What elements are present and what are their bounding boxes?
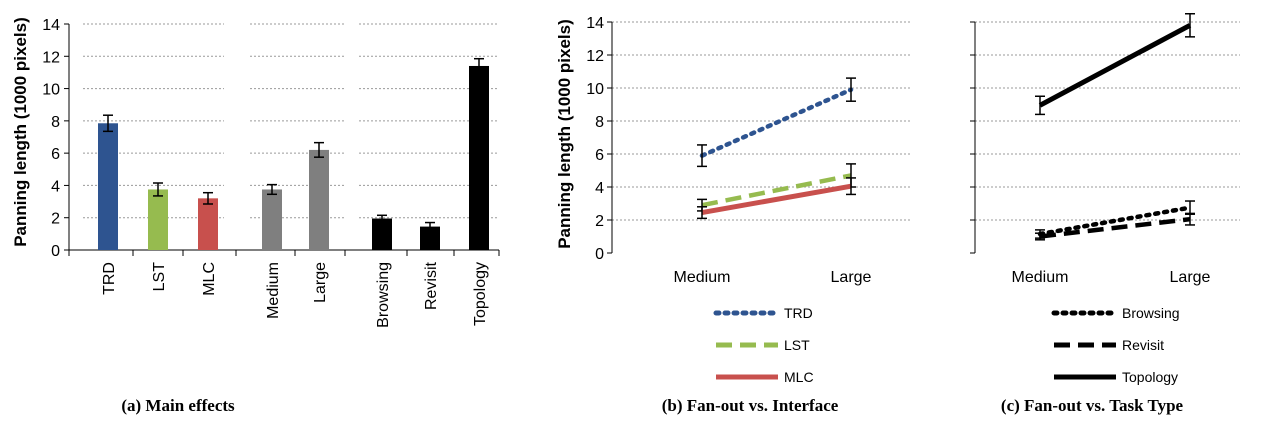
b-x-label-Medium: Medium xyxy=(674,269,731,286)
a-bar-Medium xyxy=(262,189,282,250)
b-legend-label-MLC: MLC xyxy=(784,369,814,385)
c-series-line-Browsing xyxy=(1037,205,1193,237)
b-y-tick-label-6: 6 xyxy=(595,147,604,164)
b-y-tick-label-4: 4 xyxy=(595,180,604,197)
a-y-tick-label-12: 12 xyxy=(42,49,60,66)
b-y-tick-label-10: 10 xyxy=(586,81,604,98)
a-bar-Revisit xyxy=(420,226,440,250)
a-y-tick-label-0: 0 xyxy=(51,243,60,260)
a-y-tick-label-2: 2 xyxy=(51,211,60,228)
a-x-label-LST: LST xyxy=(151,262,168,292)
b-legend-label-LST: LST xyxy=(784,337,810,353)
c-series-line-Revisit xyxy=(1039,216,1191,239)
a-x-label-Topology: Topology xyxy=(472,262,489,326)
a-y-tick-label-10: 10 xyxy=(42,82,60,99)
a-bar-Large xyxy=(309,149,329,250)
caption-c: (c) Fan-out vs. Task Type xyxy=(1001,396,1184,415)
a-x-label-Browsing: Browsing xyxy=(375,262,392,328)
c-x-label-Large: Large xyxy=(1170,269,1211,286)
a-x-label-Large: Large xyxy=(312,262,329,303)
a-bar-MLC xyxy=(198,198,218,250)
a-y-tick-label-14: 14 xyxy=(42,17,60,34)
b-y-tick-label-8: 8 xyxy=(595,114,604,131)
y-axis-title-a: Panning length (1000 pixels) xyxy=(11,17,30,247)
b-y-tick-label-14: 14 xyxy=(586,15,604,32)
a-y-tick-label-6: 6 xyxy=(51,146,60,163)
caption-b: (b) Fan-out vs. Interface xyxy=(662,396,839,415)
a-y-tick-label-8: 8 xyxy=(51,114,60,131)
b-y-tick-label-12: 12 xyxy=(586,48,604,65)
b-series-line-LST xyxy=(701,173,852,208)
y-axis-title-b: Panning length (1000 pixels) xyxy=(555,19,574,249)
c-legend-label-Browsing: Browsing xyxy=(1122,305,1180,321)
b-y-tick-label-2: 2 xyxy=(595,213,604,230)
c-legend-label-Topology: Topology xyxy=(1122,369,1178,385)
a-x-label-MLC: MLC xyxy=(201,262,218,296)
a-x-label-Revisit: Revisit xyxy=(423,261,440,310)
a-x-label-Medium: Medium xyxy=(265,262,282,319)
c-x-label-Medium: Medium xyxy=(1012,269,1069,286)
b-legend-label-TRD: TRD xyxy=(784,305,813,321)
caption-a: (a) Main effects xyxy=(121,396,235,415)
a-x-label-TRD: TRD xyxy=(101,262,118,295)
a-y-tick-label-4: 4 xyxy=(51,178,60,195)
b-series-line-TRD xyxy=(699,87,854,158)
b-series-line-MLC xyxy=(701,183,852,216)
a-bar-Topology xyxy=(469,65,489,250)
b-y-tick-label-0: 0 xyxy=(595,246,604,263)
c-legend-label-Revisit: Revisit xyxy=(1122,337,1164,353)
a-bar-LST xyxy=(148,189,168,250)
c-series-line-Topology xyxy=(1038,23,1192,108)
b-x-label-Large: Large xyxy=(831,269,872,286)
a-bar-TRD xyxy=(98,123,118,250)
a-bar-Browsing xyxy=(372,218,392,250)
